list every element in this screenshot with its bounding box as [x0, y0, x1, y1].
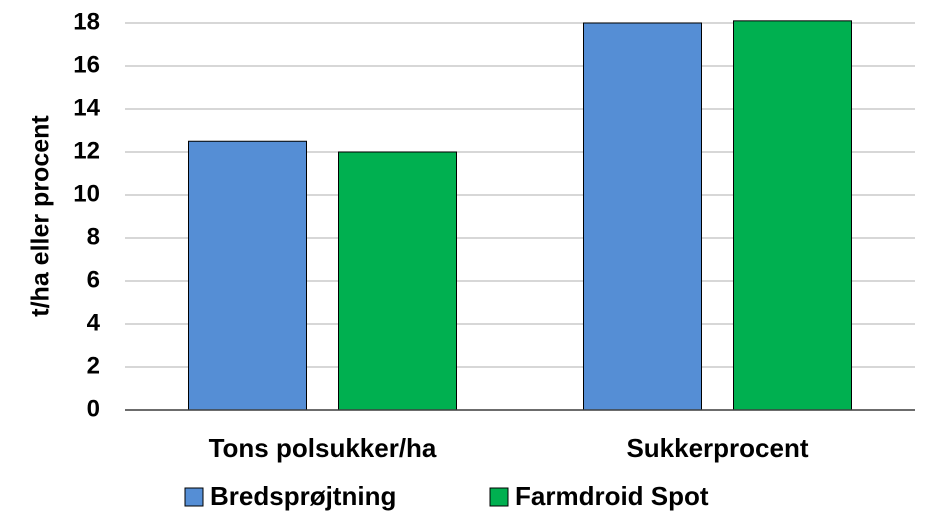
bar: [583, 22, 702, 411]
y-tick-label: 18: [73, 8, 100, 35]
y-tick-label: 16: [73, 51, 100, 78]
y-tick-label: 12: [73, 137, 100, 164]
y-tick-label: 8: [87, 223, 100, 250]
y-tick-label: 0: [87, 395, 100, 422]
y-tick-label: 2: [87, 352, 100, 379]
y-tick-label: 10: [73, 180, 100, 207]
legend-swatch: [184, 487, 204, 507]
bar: [188, 140, 307, 411]
x-tick-label: Sukkerprocent: [626, 433, 808, 463]
y-axis-label: t/ha eller procent: [27, 115, 55, 317]
y-tick-label: 4: [87, 309, 101, 336]
y-tick-label: 14: [73, 94, 100, 121]
bar: [733, 20, 852, 411]
x-tick-label: Tons polsukker/ha: [209, 433, 437, 463]
y-tick-label: 6: [87, 266, 100, 293]
bar: [338, 151, 457, 411]
legend-label: Farmdroid Spot: [515, 481, 709, 511]
legend-label: Bredsprøjtning: [210, 481, 396, 511]
legend-swatch: [489, 487, 509, 507]
